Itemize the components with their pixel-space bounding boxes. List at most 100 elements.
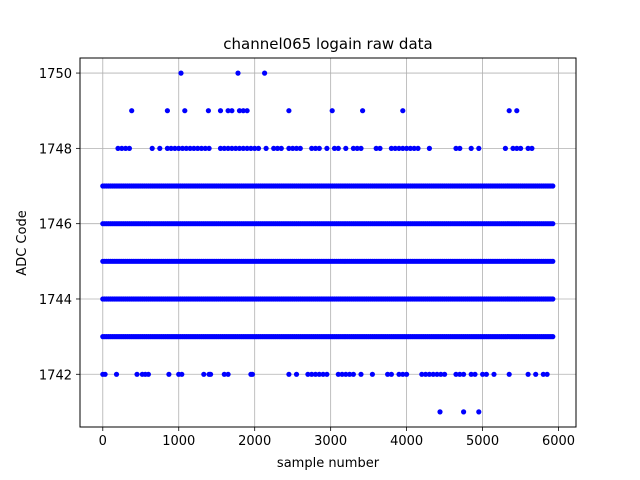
data-point	[249, 371, 255, 377]
data-point	[377, 145, 383, 151]
data-point	[525, 145, 531, 151]
data-point	[157, 145, 163, 151]
data-point	[392, 145, 398, 151]
data-point	[172, 145, 178, 151]
data-point	[550, 258, 556, 264]
data-point	[240, 108, 246, 114]
data-point	[358, 145, 364, 151]
data-point	[236, 145, 243, 151]
data-point	[461, 371, 467, 377]
data-point	[468, 371, 474, 377]
data-point	[191, 145, 197, 151]
data-point	[540, 371, 546, 377]
y-tick-label: 1748	[39, 142, 72, 157]
data-point	[461, 409, 467, 415]
data-point	[271, 145, 277, 151]
data-point	[183, 145, 189, 151]
data-point	[550, 296, 556, 302]
data-point	[286, 145, 292, 151]
data-point	[491, 371, 497, 377]
x-tick-label: 6000	[542, 434, 575, 449]
data-point	[423, 371, 429, 377]
data-point	[404, 145, 410, 151]
y-axis-ticks: 1742 1744 1746 1748 1750	[39, 67, 80, 383]
data-point	[407, 145, 413, 151]
data-point	[550, 183, 556, 189]
data-point	[324, 371, 330, 377]
data-point	[518, 145, 524, 151]
x-tick-label: 5000	[466, 434, 499, 449]
data-point	[525, 371, 531, 377]
data-point	[225, 108, 231, 114]
data-point	[442, 371, 448, 377]
data-point	[263, 145, 269, 151]
data-point	[244, 145, 250, 151]
data-point	[388, 145, 394, 151]
data-point	[335, 145, 341, 151]
data-point	[550, 334, 556, 340]
data-point	[176, 145, 182, 151]
data-point	[293, 145, 300, 151]
x-tick-label: 0	[99, 434, 107, 449]
x-axis-ticks: 0 1000 2000 3000 4000 5000 6000	[99, 427, 575, 449]
data-point	[286, 108, 292, 114]
data-point	[400, 371, 406, 377]
data-point	[350, 371, 356, 377]
data-point	[476, 145, 482, 151]
data-point	[430, 371, 436, 377]
data-point	[290, 145, 296, 151]
data-point	[426, 371, 432, 377]
data-point	[472, 371, 478, 377]
data-point	[166, 371, 172, 377]
data-point	[331, 145, 338, 151]
data-point	[236, 108, 243, 114]
data-point	[533, 371, 539, 377]
y-tick-label: 1750	[39, 67, 72, 82]
data-point	[178, 70, 184, 76]
data-point	[205, 108, 211, 114]
data-point	[123, 145, 129, 151]
data-points	[100, 70, 556, 415]
data-point	[244, 108, 250, 114]
data-point	[208, 371, 214, 377]
data-point	[233, 145, 239, 151]
data-point	[419, 371, 425, 377]
y-tick-label: 1746	[39, 218, 72, 233]
data-point	[248, 145, 254, 151]
data-point	[369, 371, 375, 377]
data-point	[483, 371, 489, 377]
data-point	[309, 145, 315, 151]
data-point	[329, 108, 335, 114]
data-point	[476, 409, 482, 415]
data-point	[316, 145, 322, 151]
data-point	[457, 371, 463, 377]
x-axis-title: sample number	[277, 456, 380, 471]
chart-title: channel065 logain raw data	[223, 35, 432, 53]
data-point	[506, 108, 512, 114]
data-point	[293, 371, 300, 377]
data-point	[400, 145, 406, 151]
data-point	[335, 371, 341, 377]
data-point	[262, 70, 268, 76]
data-point	[396, 371, 402, 377]
data-point	[437, 409, 443, 415]
data-point	[149, 145, 155, 151]
x-tick-label: 4000	[390, 434, 423, 449]
data-point	[404, 371, 410, 377]
data-point	[550, 221, 556, 227]
data-point	[457, 145, 463, 151]
data-point	[426, 145, 432, 151]
data-point	[229, 145, 235, 151]
data-point	[221, 145, 227, 151]
data-point	[119, 145, 125, 151]
data-point	[240, 145, 246, 151]
data-point	[225, 145, 231, 151]
data-point	[187, 145, 193, 151]
data-point	[225, 371, 231, 377]
data-point	[252, 145, 258, 151]
data-point	[434, 371, 440, 377]
x-tick-label: 1000	[162, 434, 195, 449]
data-point	[343, 371, 349, 377]
data-point	[312, 371, 319, 377]
